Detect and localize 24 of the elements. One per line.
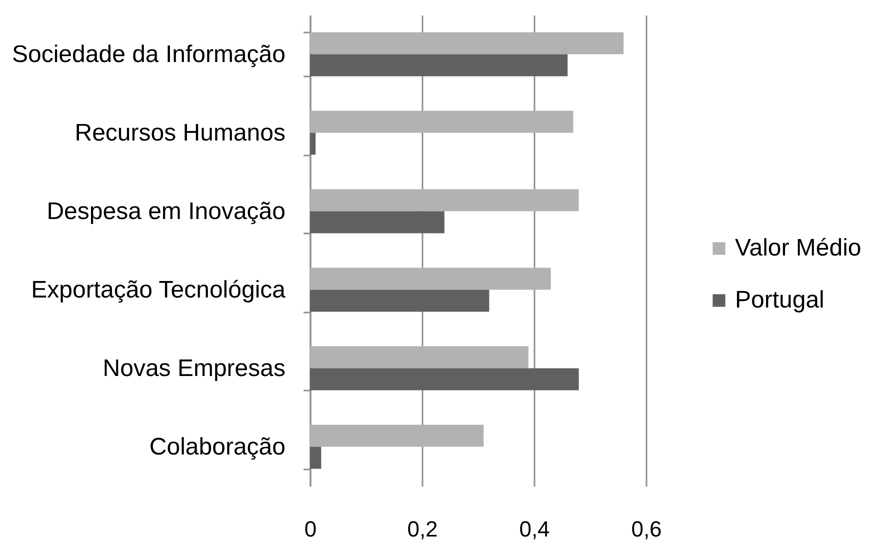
- bar: [310, 32, 624, 54]
- bar: [310, 211, 444, 234]
- bar: [310, 268, 551, 290]
- y-tick-label: Sociedade da Informação: [12, 40, 286, 68]
- bar: [310, 110, 574, 133]
- y-tick-label: Novas Empresas: [102, 354, 286, 382]
- y-tick-label: Recursos Humanos: [74, 119, 286, 146]
- bar: [310, 54, 568, 76]
- y-tick-label: Despesa em Inovação: [46, 198, 286, 225]
- legend-label: Valor Médio: [735, 234, 862, 262]
- bar: [310, 424, 484, 447]
- x-tick-label: 0,2: [407, 516, 438, 541]
- bar: [310, 290, 490, 312]
- bar: [310, 446, 322, 469]
- bar: [310, 189, 579, 212]
- bar: [310, 368, 579, 390]
- x-tick-label: 0,4: [519, 516, 550, 541]
- x-tick-label: 0: [304, 516, 317, 541]
- bar: [310, 346, 528, 368]
- legend-label: Portugal: [735, 286, 824, 314]
- bar: [310, 132, 316, 155]
- x-tick-label: 0,6: [631, 516, 662, 541]
- y-tick-label: Colaboração: [149, 433, 286, 460]
- y-tick-label: Exportação Tecnológica: [31, 276, 286, 304]
